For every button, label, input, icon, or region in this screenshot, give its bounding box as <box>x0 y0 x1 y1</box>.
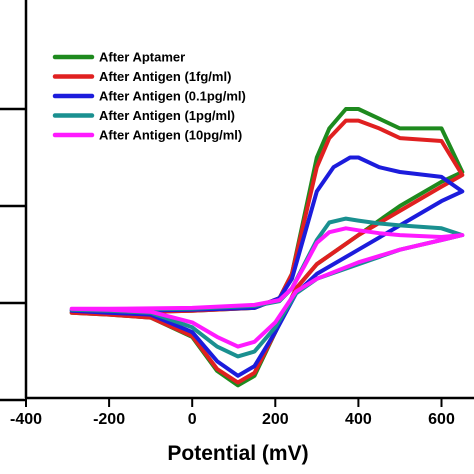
series-line-4 <box>69 216 465 359</box>
x-tick-label-3: 0 <box>188 411 197 428</box>
legend-label-1: After Aptamer <box>99 50 185 65</box>
x-axis-title: Potential (mV) <box>167 442 308 465</box>
legend-label-3: After Antigen (0.1pg/ml) <box>99 89 246 104</box>
series-line-3 <box>69 155 465 378</box>
series-line-5 <box>69 226 465 349</box>
legend-label-4: After Antigen (1pg/ml) <box>99 108 235 123</box>
x-tick-label-6: 600 <box>428 411 455 428</box>
legend-label-2: After Antigen (1fg/ml) <box>99 69 231 84</box>
x-tick-label-1: -400 <box>10 411 42 428</box>
series-layer <box>69 107 465 388</box>
x-tick-label-5: 400 <box>345 411 372 428</box>
x-tick-label-2: -200 <box>93 411 125 428</box>
legend: After Aptamer After Antigen (1fg/ml) After… <box>52 50 246 143</box>
x-tick-label-4: 200 <box>262 411 289 428</box>
legend-label-5: After Antigen (10pg/ml) <box>99 128 242 143</box>
